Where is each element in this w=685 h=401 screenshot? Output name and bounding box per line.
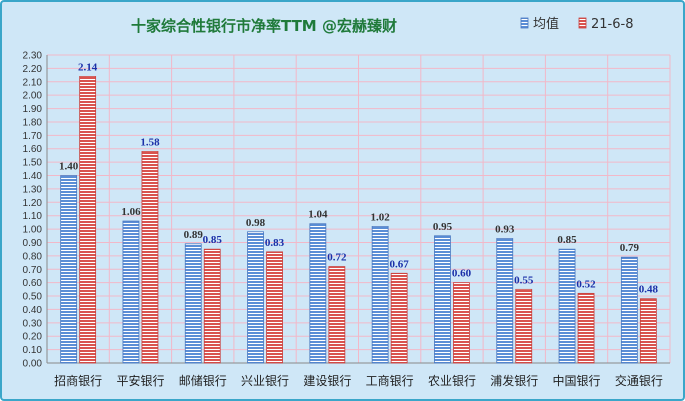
y-tick-label: 0.40: [23, 305, 43, 316]
x-tick-label: 浦发银行: [490, 373, 538, 388]
y-tick-label: 0.90: [23, 238, 43, 249]
data-label: 0.79: [620, 242, 640, 254]
x-tick-label: 平安银行: [116, 373, 164, 388]
y-tick-label: 0.60: [23, 278, 43, 289]
data-label: 0.89: [184, 229, 204, 241]
y-tick-label: 2.20: [23, 64, 43, 75]
data-label: 0.55: [514, 274, 534, 286]
data-label: 0.83: [265, 237, 285, 249]
data-label: 0.98: [246, 217, 266, 229]
x-tick-label: 交通银行: [615, 373, 663, 388]
legend: 均值 21-6-8: [520, 16, 633, 32]
data-label: 1.58: [140, 136, 160, 148]
bar-current: [141, 151, 159, 364]
bar-average: [309, 223, 327, 364]
chart-title: 十家综合性银行市净率TTM @宏赫臻财: [131, 17, 397, 35]
data-label: 1.02: [371, 211, 391, 223]
y-tick-label: 0.80: [23, 251, 43, 262]
bar-current: [577, 292, 595, 364]
bar-current: [79, 76, 97, 364]
data-label: 0.52: [576, 278, 596, 290]
bar-current: [328, 266, 346, 364]
bar-current: [203, 248, 221, 364]
data-label: 1.40: [59, 161, 79, 173]
data-label: 0.72: [327, 252, 347, 264]
x-tick-label: 招商银行: [54, 373, 102, 388]
legend-swatch: [578, 17, 587, 29]
y-tick-label: 0.70: [23, 265, 43, 276]
y-tick-label: 1.30: [23, 184, 43, 195]
bar-current: [390, 272, 408, 364]
y-tick-label: 1.90: [23, 104, 43, 115]
x-tick-label: 中国银行: [553, 373, 601, 388]
y-tick-label: 1.50: [23, 158, 43, 169]
bar-average: [60, 175, 78, 364]
x-tick-label: 邮储银行: [179, 373, 227, 388]
bar-average: [558, 248, 576, 364]
y-tick-label: 1.70: [23, 131, 43, 142]
y-tick-label: 0.30: [23, 318, 43, 329]
data-label: 0.67: [390, 258, 410, 270]
x-tick-label: 农业银行: [428, 374, 476, 388]
y-tick-label: 0.50: [23, 292, 43, 303]
data-label: 1.04: [308, 209, 328, 221]
y-tick-label: 2.10: [23, 77, 43, 88]
data-label: 0.85: [203, 234, 223, 246]
data-label: 0.85: [557, 234, 577, 246]
y-tick-label: 1.60: [23, 144, 43, 155]
y-tick-label: 0.00: [23, 359, 43, 370]
bar-average: [122, 220, 140, 364]
bar-average: [184, 243, 202, 364]
y-tick-label: 0.20: [23, 332, 43, 343]
y-tick-label: 2.30: [23, 51, 43, 62]
y-tick-label: 1.80: [23, 117, 43, 128]
data-label: 0.48: [639, 284, 659, 296]
bar-average: [247, 231, 264, 364]
bar-current: [266, 251, 283, 364]
y-tick-label: 1.40: [23, 171, 43, 182]
y-tick-label: 1.10: [23, 211, 43, 222]
bar-average: [371, 226, 389, 364]
bar-average: [496, 238, 514, 364]
y-tick-label: 2.00: [23, 91, 43, 102]
plot-area: 0.00 0.10 0.20 0.30 0.40 0.50 0.60 0.70 0.80 0.90…: [23, 51, 671, 388]
y-tick-label: 1.00: [23, 225, 43, 236]
bar-average: [620, 256, 638, 364]
data-label: 1.06: [121, 206, 141, 218]
legend-swatch: [520, 17, 529, 29]
y-tick-label: 0.10: [23, 345, 43, 356]
legend-label: 均值: [533, 16, 559, 32]
y-tick-label: 1.20: [23, 198, 43, 209]
data-label: 0.93: [495, 223, 515, 235]
legend-label: 21-6-8: [591, 17, 633, 32]
bar-current: [453, 282, 470, 364]
x-tick-label: 工商银行: [366, 373, 414, 388]
bar-current: [515, 288, 533, 364]
x-tick-label: 兴业银行: [241, 374, 289, 388]
x-tick-label: 建设银行: [303, 374, 351, 388]
bar-average: [434, 235, 451, 364]
data-label: 2.14: [78, 61, 98, 73]
data-label: 0.95: [433, 221, 453, 233]
bar-current: [639, 298, 657, 364]
data-label: 0.60: [452, 268, 472, 280]
